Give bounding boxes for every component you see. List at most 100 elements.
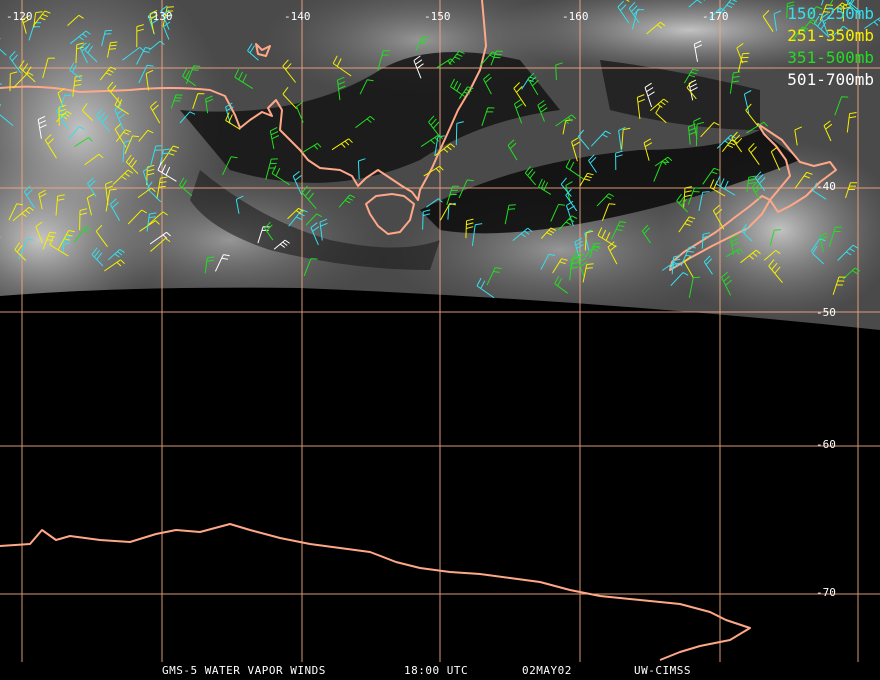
nz-south-island: [669, 195, 771, 271]
wind-barb: [794, 171, 813, 189]
wind-barb: [773, 10, 782, 31]
wind-barb: [513, 99, 523, 124]
wind-barb: [59, 94, 72, 110]
wind-barb: [703, 255, 713, 275]
caption-source: UW-CIMSS: [634, 664, 691, 677]
wind-barb: [377, 50, 391, 71]
lat-lon-grid: [0, 0, 880, 662]
wind-barb: [683, 186, 693, 208]
wind-barb: [729, 71, 741, 94]
wind-barb: [762, 10, 774, 32]
wind-barb: [292, 171, 302, 195]
wind-barb: [84, 153, 104, 166]
caption-time: 18:00 UTC: [404, 664, 469, 677]
wind-barb: [829, 0, 834, 7]
wind-barb: [569, 257, 579, 281]
wind-barb: [737, 52, 750, 73]
wind-barb: [820, 0, 824, 6]
wind-barb: [465, 218, 474, 239]
wind-barb: [138, 129, 154, 142]
wind-barb: [845, 182, 858, 199]
wind-barb: [14, 242, 27, 261]
wind-barb: [596, 193, 615, 207]
wind-barb: [588, 154, 597, 173]
wind-barb: [156, 176, 168, 200]
nz-north-island: [757, 123, 837, 213]
wind-barbs: [0, 0, 880, 299]
wind-barb: [683, 256, 694, 278]
wind-barb: [550, 203, 565, 222]
wind-barb: [35, 221, 43, 244]
wind-barb: [0, 38, 7, 56]
wind-barb: [655, 105, 667, 124]
wind-barb: [112, 169, 134, 185]
wind-barb: [9, 71, 18, 92]
wind-barb: [303, 258, 318, 276]
wind-barb: [170, 94, 183, 109]
wind-barb: [205, 95, 214, 114]
lat-label-50: -50: [816, 306, 836, 319]
wind-barb: [584, 245, 601, 258]
wind-barb: [558, 215, 578, 231]
wind-barb: [490, 50, 503, 66]
wind-barb: [446, 185, 460, 205]
lon-label-150: -150: [424, 10, 451, 23]
wind-barb: [579, 172, 594, 187]
wind-barb: [720, 0, 737, 13]
wind-barb: [428, 115, 440, 137]
wind-barb: [745, 103, 759, 127]
wind-barb: [192, 93, 205, 109]
wind-barb: [149, 231, 171, 245]
wind-barb: [641, 224, 651, 244]
wind-barb: [225, 112, 241, 130]
wind-barb: [269, 127, 280, 149]
wind-barb: [481, 107, 495, 126]
wind-barb: [355, 116, 375, 129]
spencer-gulf-coast: [255, 43, 271, 57]
wind-barb: [234, 68, 254, 90]
wind-barb: [124, 135, 140, 154]
wind-barb: [62, 235, 71, 253]
wind-barb: [702, 167, 720, 185]
wind-barb: [582, 263, 594, 283]
wind-barb: [458, 179, 474, 199]
wind-barb: [769, 229, 782, 246]
wind-barb: [86, 193, 95, 216]
wind-barb: [584, 230, 594, 251]
wind-barb: [607, 241, 618, 265]
wind-barb: [69, 30, 91, 45]
wind-barb: [686, 80, 697, 100]
wind-barb: [736, 42, 744, 64]
wind-barb: [282, 59, 296, 83]
wind-barb: [75, 42, 84, 64]
pressure-legend: 150-250mb 251-350mb 351-500mb 501-700mb: [787, 3, 874, 91]
wind-barb: [107, 81, 122, 105]
wind-barb: [55, 194, 65, 216]
wind-barb: [145, 69, 154, 91]
wind-barb: [832, 276, 846, 296]
wind-barb: [577, 129, 590, 150]
wind-barb: [96, 108, 110, 132]
australia-coast: [0, 0, 487, 201]
wind-barb: [741, 223, 753, 242]
wind-barb: [115, 129, 132, 142]
wind-barb: [149, 101, 161, 124]
wind-barb: [701, 232, 711, 249]
wind-barb: [823, 120, 833, 142]
wind-barb: [160, 5, 172, 30]
wind-barb: [831, 2, 848, 13]
wind-barb: [136, 47, 152, 65]
lon-label-130: -130: [146, 10, 173, 23]
wind-barb: [448, 50, 465, 65]
wind-barb: [146, 164, 155, 186]
wind-barb: [67, 14, 84, 26]
wind-barb: [615, 150, 623, 171]
wind-barb: [610, 221, 627, 240]
wind-barb: [439, 203, 457, 221]
wind-barb: [700, 121, 720, 138]
caption-product: GMS-5 WATER VAPOR WINDS: [162, 664, 326, 677]
wind-barb: [178, 177, 193, 197]
wind-barb: [91, 247, 104, 267]
legend-item-251-350: 251-350mb: [787, 26, 874, 45]
